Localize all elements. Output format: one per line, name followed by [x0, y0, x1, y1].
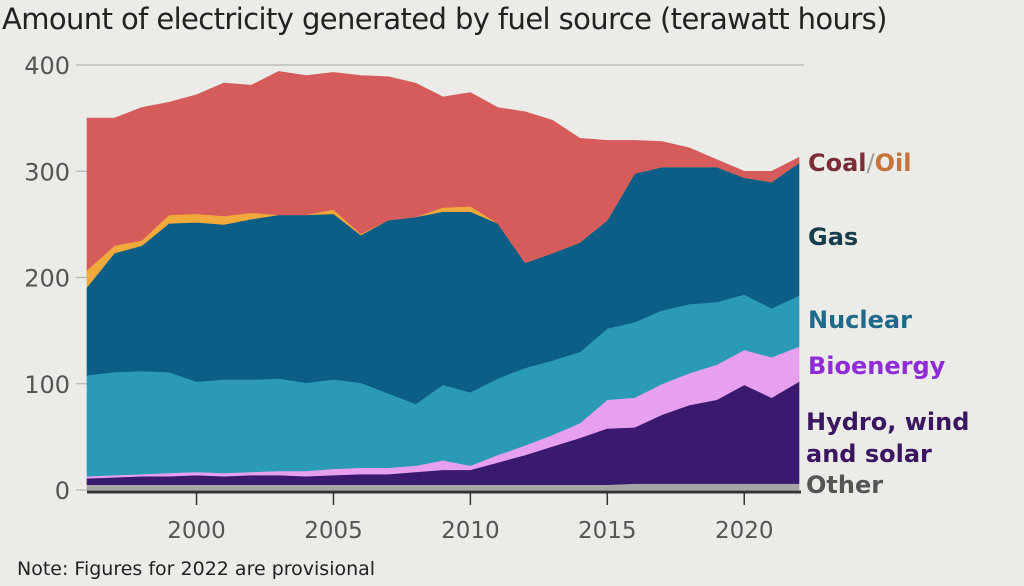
y-axis-labels: 0 100 200 300 400	[24, 52, 70, 505]
svg-text:Coal/Oil: Coal/Oil	[808, 149, 911, 177]
legend: Coal/Oil Gas Nuclear Bioenergy Hydro, wi…	[806, 149, 969, 499]
legend-hydro-line1: Hydro, wind	[806, 408, 969, 436]
legend-slash: /	[867, 149, 876, 177]
chart-title: Amount of electricity generated by fuel …	[2, 2, 887, 36]
chart-note: Note: Figures for 2022 are provisional	[17, 558, 376, 580]
legend-oil: Oil	[875, 149, 912, 177]
xtick-label-2015: 2015	[578, 518, 637, 544]
xtick-label-2020: 2020	[715, 518, 774, 544]
xtick-label-2010: 2010	[441, 518, 500, 544]
legend-gas: Gas	[808, 223, 858, 251]
legend-hydro-line2: and solar	[806, 440, 932, 468]
ytick-label-100: 100	[24, 371, 70, 399]
area-series	[86, 71, 800, 491]
gridlines	[76, 64, 804, 491]
legend-bioenergy: Bioenergy	[808, 352, 946, 380]
legend-other: Other	[806, 471, 883, 499]
x-axis	[87, 490, 801, 505]
legend-coal: Coal	[808, 149, 867, 177]
x-axis-labels: 2000 2005 2010 2015 2020	[167, 518, 773, 544]
ytick-label-300: 300	[24, 158, 70, 186]
ytick-label-0: 0	[55, 477, 70, 505]
xtick-label-2000: 2000	[167, 518, 226, 544]
area-coal	[86, 71, 800, 271]
legend-nuclear: Nuclear	[808, 306, 912, 334]
ytick-label-400: 400	[24, 52, 70, 80]
xtick-label-2005: 2005	[304, 518, 363, 544]
ytick-label-200: 200	[24, 265, 70, 293]
